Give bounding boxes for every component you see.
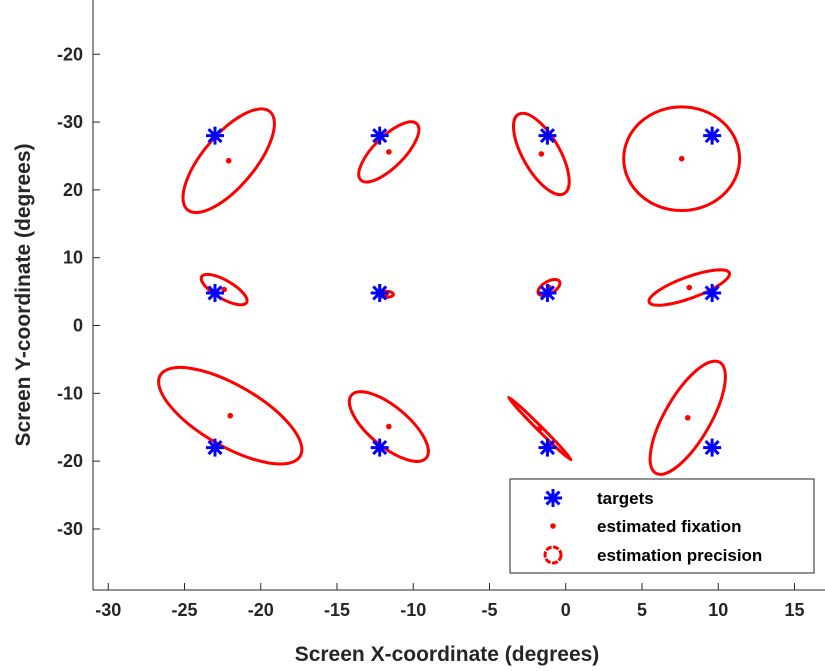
target-marker bbox=[538, 126, 557, 145]
target-markers bbox=[206, 126, 722, 457]
legend-fixation-label: estimated fixation bbox=[597, 517, 742, 536]
fixation-dot bbox=[684, 414, 691, 421]
x-tick-label: 15 bbox=[784, 600, 804, 620]
precision-ellipse bbox=[512, 111, 571, 197]
y-tick-label: -20 bbox=[57, 451, 83, 471]
x-tick-label: 0 bbox=[561, 600, 571, 620]
x-tick-label: -25 bbox=[171, 600, 197, 620]
x-tick-label: -20 bbox=[248, 600, 274, 620]
legend-asterisk bbox=[544, 489, 562, 507]
target-marker bbox=[206, 126, 224, 145]
legend-targets-label: targets bbox=[597, 489, 654, 508]
x-axis-label: Screen X-coordinate (degrees) bbox=[295, 643, 600, 666]
x-tick-label: 5 bbox=[637, 600, 647, 620]
fixation-dot bbox=[386, 149, 392, 155]
precision-ellipse bbox=[647, 268, 732, 307]
target-marker bbox=[206, 438, 224, 457]
y-axis-ticks: -30 -20 -10 0 10 20 -30 -20 bbox=[57, 44, 100, 539]
y-axis-label: Screen Y-coordinate (degrees) bbox=[12, 143, 35, 446]
fixation-dot bbox=[538, 151, 545, 157]
legend-targets-marker bbox=[544, 489, 562, 507]
target-marker bbox=[538, 438, 557, 457]
fixation-dot bbox=[678, 155, 685, 162]
y-tick-label: -30 bbox=[57, 519, 83, 539]
x-tick-label: -30 bbox=[95, 600, 121, 620]
fixation-dot bbox=[227, 412, 234, 419]
precision-ellipse bbox=[622, 105, 742, 213]
fixation-dot bbox=[686, 284, 693, 291]
precision-ellipse bbox=[181, 107, 276, 215]
target-marker bbox=[703, 126, 722, 145]
precision-ellipse bbox=[347, 390, 430, 463]
fixation-dot bbox=[221, 286, 227, 293]
fixation-dot bbox=[386, 423, 392, 430]
axes bbox=[92, 0, 825, 591]
y-tick-label: -30 bbox=[57, 112, 83, 132]
fixation-points bbox=[221, 149, 693, 432]
y-tick-label: 20 bbox=[63, 180, 83, 200]
precision-ellipses bbox=[157, 105, 742, 476]
target-marker bbox=[370, 438, 389, 457]
x-tick-label: -15 bbox=[324, 600, 350, 620]
target-marker bbox=[538, 283, 557, 302]
fixation-dot bbox=[225, 157, 232, 164]
x-axis-ticks: -30 -25 -20 -15 -10 -5 0 5 10 15 bbox=[95, 583, 805, 620]
precision-ellipse bbox=[648, 359, 727, 476]
y-tick-label: -10 bbox=[57, 383, 83, 403]
x-tick-label: 10 bbox=[708, 600, 728, 620]
legend-precision-label: estimation precision bbox=[597, 546, 762, 565]
fixation-dot bbox=[537, 425, 543, 432]
x-tick-label: -10 bbox=[400, 600, 426, 620]
target-marker bbox=[703, 283, 722, 302]
y-tick-label: -20 bbox=[57, 44, 83, 64]
x-tick-label: -5 bbox=[481, 600, 497, 620]
legend: targets estimated fixation estimation pr… bbox=[509, 478, 815, 574]
legend-fixation-marker bbox=[550, 523, 556, 529]
target-marker bbox=[703, 438, 722, 457]
target-marker bbox=[370, 283, 389, 302]
y-tick-label: 10 bbox=[63, 248, 83, 268]
target-marker bbox=[370, 126, 389, 145]
precision-ellipse bbox=[357, 120, 421, 184]
target-marker bbox=[206, 283, 224, 302]
y-tick-label: 0 bbox=[73, 316, 83, 336]
legend-precision-marker bbox=[543, 545, 563, 565]
